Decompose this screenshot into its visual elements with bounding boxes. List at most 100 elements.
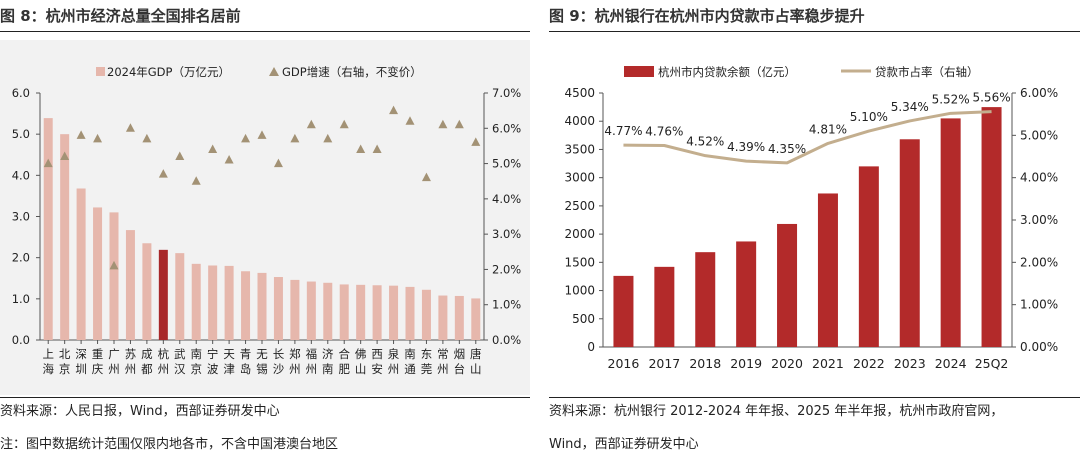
loan-bar — [736, 241, 757, 347]
legend-swatch-growth — [269, 67, 279, 76]
left-tick-label: 4000 — [564, 114, 595, 128]
figure-8-title: 图 8：杭州市经济总量全国排名居前 — [0, 7, 241, 25]
x-tick-label: 南 — [404, 347, 416, 361]
x-tick-label: 上 — [42, 347, 54, 361]
x-tick-label: 青 — [240, 347, 252, 361]
gdp-bar — [125, 230, 135, 340]
gdp-bar — [60, 134, 70, 340]
x-tick-label: 武 — [174, 347, 186, 361]
x-tick-label: 州 — [437, 362, 449, 376]
x-tick-label: 北 — [59, 347, 71, 361]
x-tick-label: 合 — [338, 347, 350, 361]
loan-bar — [817, 193, 838, 347]
right-tick-label: 2.00% — [1020, 255, 1058, 269]
loan-bar — [858, 166, 879, 347]
x-tick-label: 台 — [454, 362, 466, 376]
growth-marker — [93, 133, 103, 143]
growth-marker — [273, 158, 283, 168]
x-tick-label: 州 — [306, 362, 318, 376]
growth-marker — [306, 119, 316, 129]
growth-marker — [339, 119, 349, 129]
growth-marker — [191, 176, 201, 185]
right-tick-label: 3.00% — [1020, 213, 1058, 227]
gdp-bar — [241, 271, 251, 340]
gdp-bar — [389, 285, 399, 340]
right-tick-label: 4.00% — [1020, 171, 1058, 185]
x-tick-label: 杭 — [158, 347, 170, 361]
x-tick-label: 广 — [108, 347, 120, 361]
x-tick-label: 2019 — [730, 356, 762, 371]
growth-marker — [109, 260, 119, 270]
x-tick-label: 山 — [470, 362, 482, 376]
x-tick-label: 宁 — [207, 347, 219, 361]
x-tick-label: 州 — [108, 362, 120, 376]
share-line — [623, 110, 992, 165]
right-tick-label: 1.00% — [1020, 298, 1058, 312]
gdp-bar — [257, 272, 267, 340]
x-tick-label: 福 — [306, 347, 318, 361]
share-data-label: 5.34% — [891, 100, 929, 114]
x-tick-label: 2024 — [935, 356, 967, 371]
growth-marker — [405, 116, 415, 125]
x-tick-label: 沙 — [273, 362, 285, 376]
share-data-label: 5.56% — [972, 91, 1010, 105]
growth-marker — [175, 151, 185, 161]
title-rule — [549, 31, 1080, 32]
x-tick-label: 波 — [207, 362, 219, 376]
left-tick-label: 6.0 — [12, 86, 30, 100]
x-tick-label: 2020 — [771, 356, 803, 371]
growth-marker — [43, 158, 53, 168]
x-tick-label: 安 — [371, 362, 383, 376]
x-tick-label: 州 — [388, 362, 400, 376]
x-tick-label: 汉 — [174, 362, 186, 376]
loan-bar — [613, 275, 634, 347]
gdp-bar — [191, 263, 201, 340]
x-tick-label: 京 — [190, 362, 202, 376]
left-tick-label: 4500 — [564, 86, 595, 100]
growth-marker — [389, 105, 399, 115]
x-tick-label: 25Q2 — [975, 356, 1009, 371]
growth-marker — [257, 130, 267, 139]
x-tick-label: 2017 — [648, 356, 680, 371]
growth-marker — [421, 172, 431, 182]
share-data-label: 4.35% — [768, 142, 806, 156]
growth-marker — [438, 119, 448, 129]
share-data-label: 4.77% — [604, 124, 642, 138]
loan-bar — [981, 107, 1002, 347]
legend-label-loan: 杭州市内贷款余额（亿元） — [658, 65, 796, 79]
x-tick-label: 常 — [437, 347, 449, 361]
gdp-bar — [290, 279, 300, 340]
loan-bar — [899, 139, 920, 347]
gdp-bar — [224, 265, 234, 340]
share-data-label: 4.52% — [686, 135, 724, 149]
gdp-bar — [421, 289, 431, 340]
left-tick-label: 2500 — [564, 199, 595, 213]
right-tick-label: 0.0% — [492, 333, 521, 347]
gdp-bar — [109, 212, 119, 340]
loan-bar — [777, 223, 798, 347]
gdp-bar — [454, 295, 464, 340]
growth-marker — [372, 144, 382, 153]
legend-label-gdp: 2024年GDP（万亿元） — [107, 65, 230, 79]
loan-bar — [654, 266, 675, 347]
gdp-bar — [339, 284, 349, 340]
source-rule — [549, 397, 1080, 398]
growth-marker — [471, 137, 481, 146]
gdp-bar — [76, 188, 86, 340]
left-tick-label: 2000 — [564, 227, 595, 241]
growth-marker — [224, 155, 234, 164]
figure-8-panel: 图 8：杭州市经济总量全国排名居前 0.0 1.0 2.0 3.0 4.0 5.0 6.0 0… — [0, 0, 530, 459]
growth-marker — [142, 133, 152, 143]
gdp-bar — [356, 284, 366, 340]
right-tick-label: 6.00% — [1020, 86, 1058, 100]
figure-9-title: 图 9：杭州银行在杭州市内贷款市占率稳步提升 — [549, 7, 865, 25]
gdp-bar — [208, 265, 218, 340]
share-data-label: 4.81% — [809, 122, 847, 136]
loan-share-chart: 0 500 1000 1500 2000 2500 3000 3500 4000 4500 0.00… — [564, 65, 1058, 371]
x-tick-label: 佛 — [355, 347, 367, 361]
left-tick-label: 3500 — [564, 142, 595, 156]
x-tick-label: 南 — [322, 362, 334, 376]
growth-marker — [60, 151, 70, 161]
right-tick-label: 5.00% — [1020, 128, 1058, 142]
growth-marker — [208, 144, 218, 153]
